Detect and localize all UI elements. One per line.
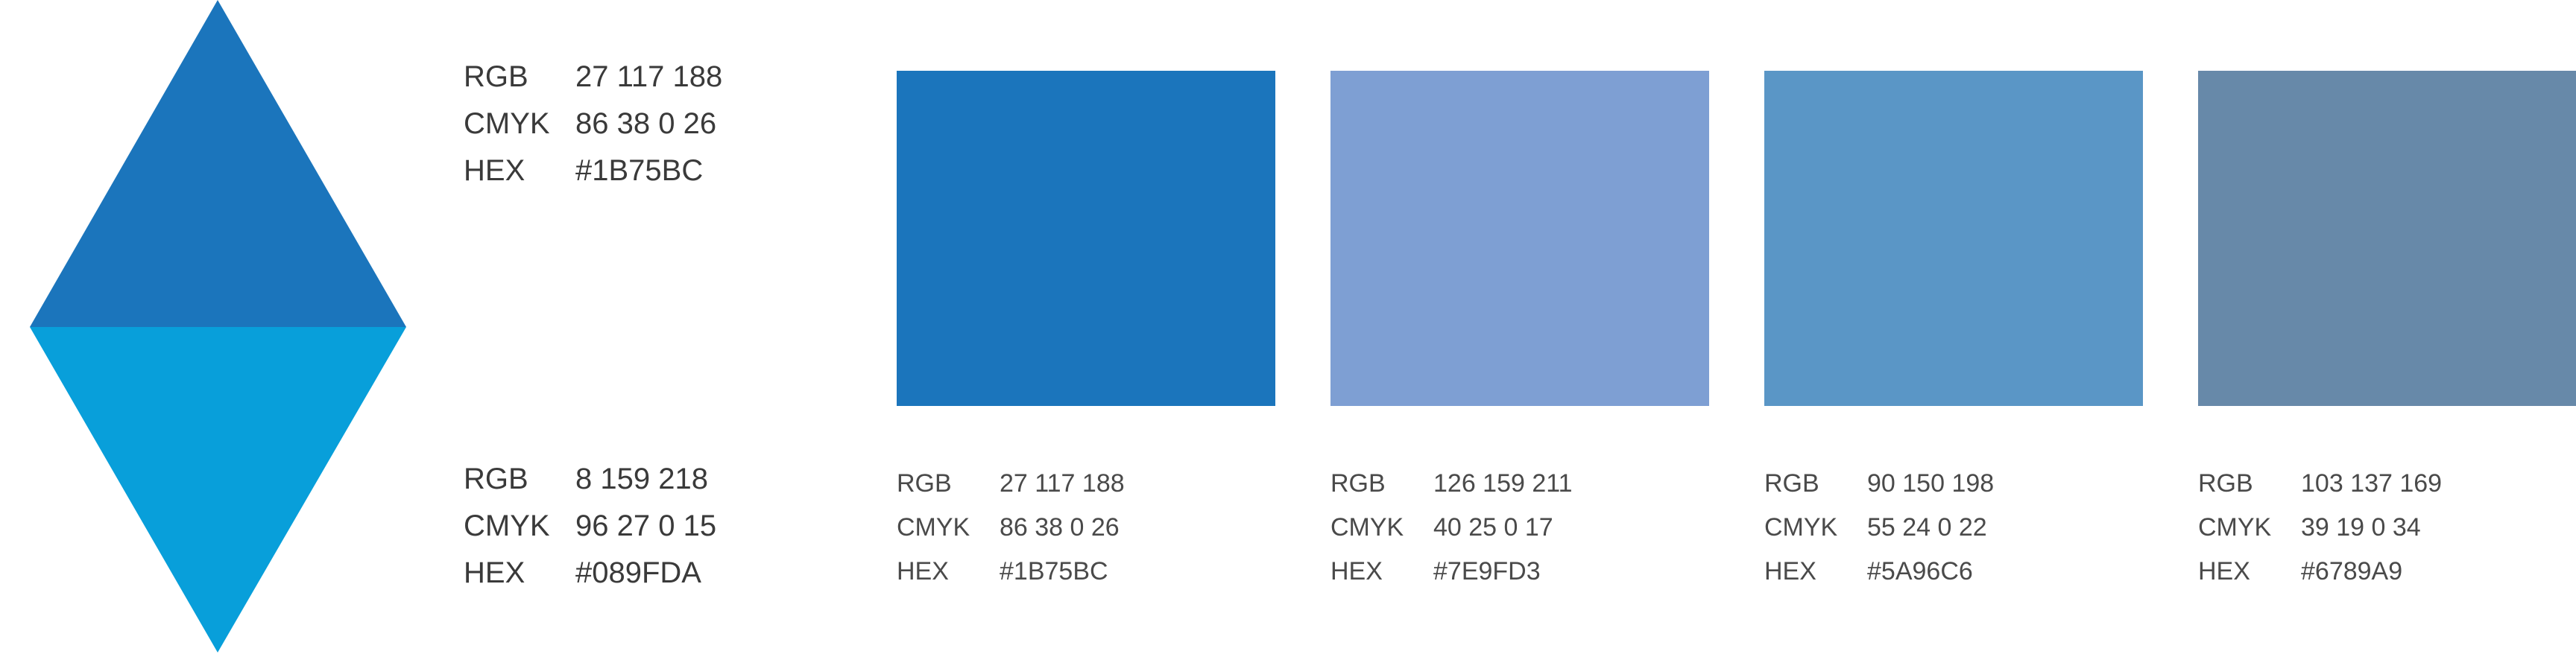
cmyk-value: 86 38 0 26 [1000, 513, 1120, 542]
cmyk-value: 55 24 0 22 [1867, 513, 1987, 542]
cmyk-value: 40 25 0 17 [1433, 513, 1553, 542]
hex-label: HEX [1330, 557, 1383, 585]
cmyk-value: 86 38 0 26 [575, 107, 717, 140]
hex-label: HEX [897, 557, 949, 585]
color-swatch-2 [1330, 71, 1709, 406]
hex-value: #6789A9 [2301, 557, 2403, 585]
primary-color-spec-top: RGB 27 117 188 CMYK 86 38 0 26 HEX #1B75… [464, 54, 722, 194]
cmyk-label: CMYK [1330, 513, 1404, 542]
rgb-value: 103 137 169 [2301, 469, 2443, 498]
rgb-value: 27 117 188 [575, 60, 723, 93]
rgb-label: RGB [2198, 469, 2253, 498]
color-swatch-3 [1764, 71, 2143, 406]
diamond-top-triangle [30, 0, 406, 327]
rgb-label: RGB [1764, 469, 1819, 498]
primary-color-spec-bottom: RGB 8 159 218 CMYK 96 27 0 15 HEX #089FD… [464, 456, 716, 597]
cmyk-label: CMYK [2198, 513, 2272, 542]
rgb-value: 8 159 218 [575, 463, 708, 495]
rgb-label: RGB [897, 469, 952, 498]
color-swatch-4 [2198, 71, 2576, 406]
color-swatch-1 [897, 71, 1275, 406]
cmyk-value: 39 19 0 34 [2301, 513, 2421, 542]
cmyk-label: CMYK [897, 513, 970, 542]
hex-label: HEX [2198, 557, 2250, 585]
swatch-spec-1: RGB 27 117 188 CMYK 86 38 0 26 HEX #1B75… [897, 462, 1125, 594]
cmyk-label: CMYK [1764, 513, 1838, 542]
cmyk-value: 96 27 0 15 [575, 509, 717, 542]
hex-label: HEX [464, 556, 525, 589]
diamond-bottom-triangle [30, 327, 406, 653]
rgb-value: 90 150 198 [1867, 469, 1995, 498]
swatch-spec-3: RGB 90 150 198 CMYK 55 24 0 22 HEX #5A96… [1764, 462, 1994, 594]
swatch-spec-2: RGB 126 159 211 CMYK 40 25 0 17 HEX #7E9… [1330, 462, 1573, 594]
cmyk-label: CMYK [464, 107, 550, 140]
rgb-value: 27 117 188 [1000, 469, 1125, 498]
hex-value: #7E9FD3 [1433, 557, 1541, 585]
rgb-label: RGB [464, 463, 528, 495]
cmyk-label: CMYK [464, 509, 550, 542]
hex-value: #1B75BC [575, 154, 704, 187]
hex-value: #089FDA [575, 556, 701, 589]
rgb-label: RGB [1330, 469, 1386, 498]
hex-label: HEX [1764, 557, 1816, 585]
hex-value: #5A96C6 [1867, 557, 1973, 585]
swatch-spec-4: RGB 103 137 169 CMYK 39 19 0 34 HEX #678… [2198, 462, 2442, 594]
hex-label: HEX [464, 154, 525, 187]
brand-diamond-icon [30, 0, 406, 653]
rgb-value: 126 159 211 [1433, 469, 1573, 498]
rgb-label: RGB [464, 60, 528, 93]
hex-value: #1B75BC [1000, 557, 1108, 585]
